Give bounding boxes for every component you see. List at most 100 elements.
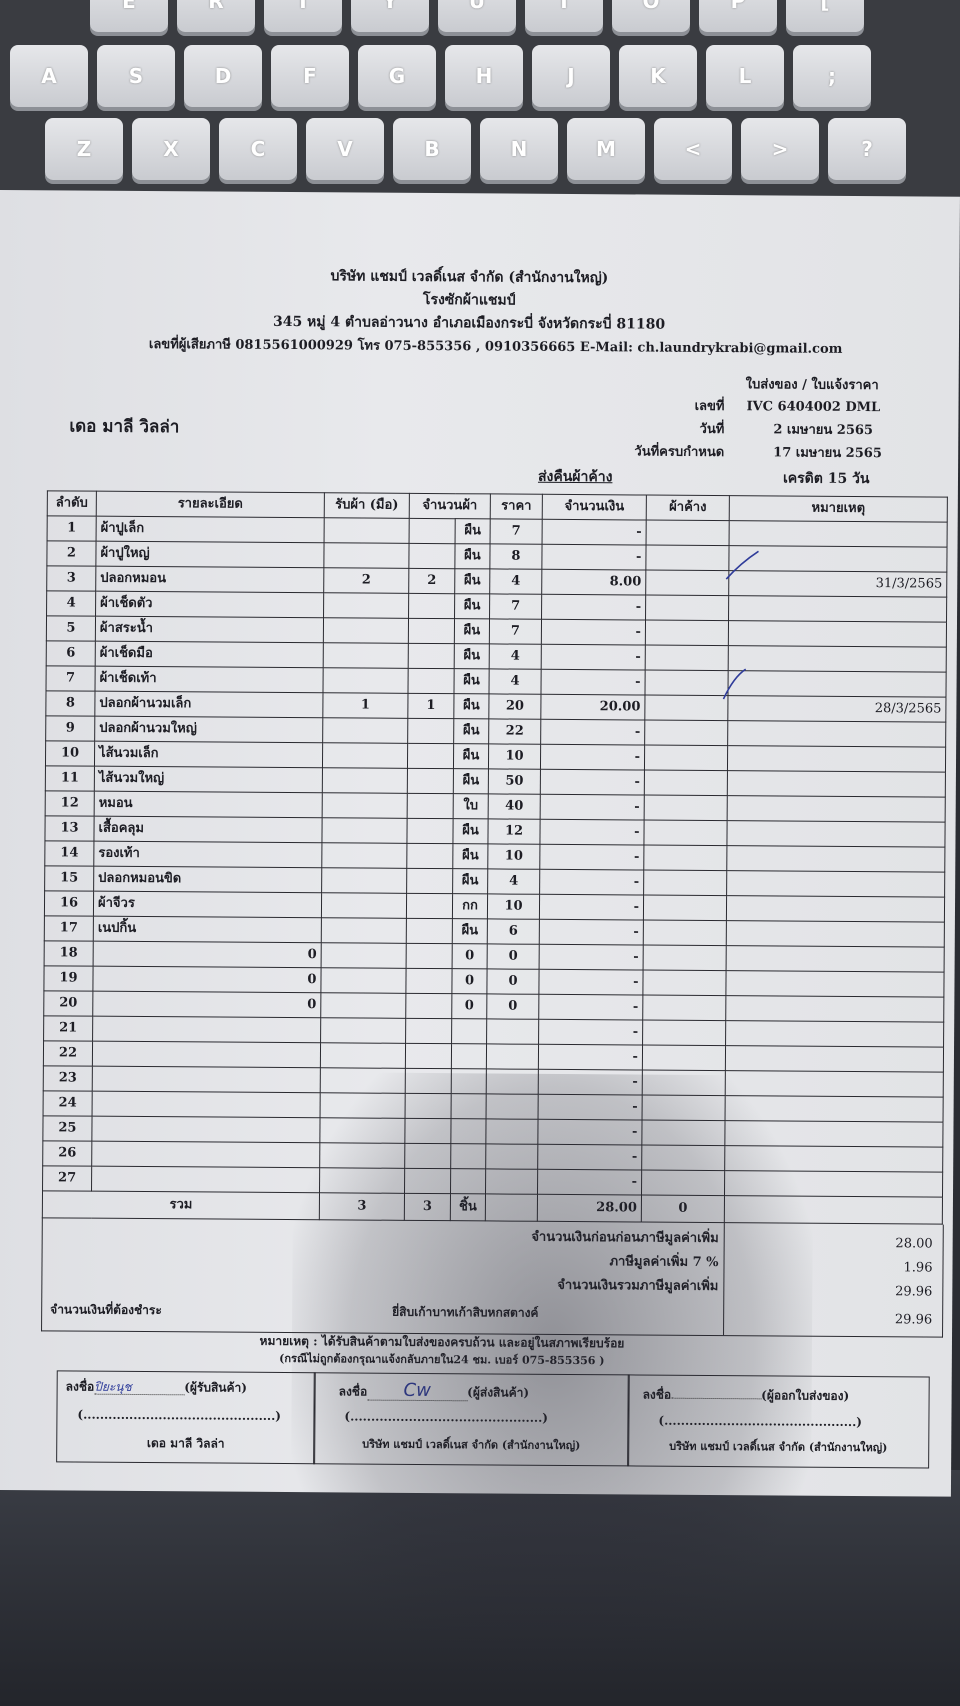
cell-desc: รองเท้า: [93, 841, 322, 868]
cell-no: 11: [45, 765, 95, 792]
cell-price: [486, 1018, 539, 1045]
cell-recv: [320, 1067, 406, 1094]
cell-pending: [643, 820, 728, 846]
cell-no: 27: [42, 1165, 92, 1192]
cell-qty: [405, 968, 453, 994]
subtotal-label: จำนวนเงินก่อนก่อนภาษีมูลค่าเพิ่ม: [531, 1229, 719, 1247]
col-price: ราคา: [490, 493, 543, 520]
cell-desc: [92, 1016, 321, 1043]
cell-qty: [408, 643, 455, 669]
cell-pending: [645, 595, 729, 621]
cell-recv: [323, 592, 409, 619]
document-type: ใบส่งของ / ใบแจ้งราคา: [745, 377, 879, 394]
cell-price: 0: [486, 968, 540, 995]
cell-no: 17: [44, 915, 94, 942]
cell-qty: [405, 1018, 452, 1044]
cell-price: 50: [488, 768, 541, 795]
cell-desc: ไส้นวมใหญ่: [94, 766, 323, 793]
cell-unit: [450, 1143, 486, 1169]
cell-price: 0: [486, 993, 539, 1020]
cell-amount: -: [539, 894, 644, 921]
key-F: F: [271, 45, 349, 107]
receiver-role: (ผู้รับสินค้า): [184, 1380, 248, 1395]
cell-amount: -: [537, 1119, 643, 1146]
cell-qty: [407, 743, 454, 769]
cell-unit: ผืน: [452, 843, 488, 869]
cell-desc: เสื้อคลุม: [93, 816, 323, 843]
amount-due-value: 29.96: [894, 1312, 933, 1328]
cell-pending: [643, 895, 727, 921]
cell-price: 22: [488, 718, 541, 745]
cell-amount: -: [538, 1019, 643, 1046]
cell-amount: -: [538, 1094, 643, 1121]
key-B: B: [393, 118, 471, 180]
col-received: รับผ้า (มือ): [324, 492, 410, 519]
cell-qty: 1: [407, 693, 454, 719]
date-label: วันที่: [699, 421, 725, 438]
cell-qty: [406, 893, 453, 919]
cell-recv: [323, 617, 409, 644]
laptop-keyboard: E R T Y U I O P [A S D F G H J K L; Z X C V B N M < >?: [0, 0, 960, 210]
cell-no: 18: [44, 940, 94, 967]
cell-desc: [92, 1091, 321, 1118]
cell-no: 12: [45, 790, 95, 817]
note-line-2: (กรณีไม่ถูกต้องกรุณาแจ้งกลับภายใน24 ชม. …: [279, 1351, 605, 1368]
cell-desc: ผ้าปูเล็ก: [96, 516, 325, 543]
cell-amount: -: [538, 1069, 643, 1096]
total-price-empty: [485, 1193, 538, 1222]
key-A: A: [10, 45, 88, 107]
cell-amount: 20.00: [540, 694, 646, 721]
key-U: U: [438, 0, 516, 32]
vat-label: ภาษีมูลค่าเพิ่ม 7 %: [609, 1254, 719, 1271]
cell-note: [727, 770, 946, 798]
cell-recv: 2: [323, 567, 409, 594]
key-G: G: [358, 45, 436, 107]
cell-price: 4: [489, 568, 542, 595]
cell-price: 40: [488, 793, 541, 820]
cell-note: [725, 970, 945, 998]
cell-unit: [451, 1068, 487, 1094]
key-;: ;: [793, 45, 871, 107]
cell-amount: 8.00: [541, 569, 646, 596]
cell-note: [727, 795, 946, 823]
cell-no: 21: [43, 1015, 93, 1042]
cell-no: 5: [46, 615, 96, 642]
cell-recv: [320, 1092, 406, 1119]
cell-pending: [643, 845, 727, 871]
cell-qty: [408, 593, 455, 619]
total-pending: 0: [641, 1195, 725, 1223]
cell-price: 4: [489, 643, 542, 670]
cell-recv: [319, 1167, 405, 1194]
issuer-org: บริษัท แชมป์ เวลดิ์เนส จำกัด (สำนักงานให…: [669, 1439, 888, 1455]
cell-price: 4: [489, 668, 542, 695]
cell-desc: [92, 1041, 321, 1068]
cell-price: [485, 1168, 538, 1195]
cell-desc: 0: [92, 991, 321, 1018]
cell-no: 9: [45, 715, 95, 742]
cell-amount: -: [538, 1044, 643, 1071]
key-[: [: [786, 0, 864, 32]
receiver-signature: ปิยะนุช: [94, 1379, 185, 1396]
cell-desc: ผ้าเช็ดมือ: [95, 641, 324, 668]
cell-recv: [320, 1017, 406, 1044]
cell-recv: [322, 792, 408, 819]
key-C: C: [219, 118, 297, 180]
cell-recv: [322, 742, 408, 769]
subtotal-value: 28.00: [895, 1236, 933, 1252]
key-P: P: [699, 0, 777, 32]
cell-note: [724, 1120, 944, 1148]
return-pending-label: ส่งคืนผ้าค้าง: [537, 468, 613, 486]
cell-no: 13: [44, 815, 95, 842]
cell-no: 6: [46, 640, 96, 667]
key-K: K: [619, 45, 697, 107]
col-qty: จำนวนผ้า: [409, 493, 491, 519]
cell-note: [724, 1170, 943, 1198]
cell-pending: [642, 1020, 726, 1046]
key-O: O: [612, 0, 690, 32]
cell-note: [725, 1095, 944, 1123]
key-D: D: [184, 45, 262, 107]
sign-label: ลงชื่อ: [338, 1384, 368, 1399]
cell-qty: [404, 1143, 451, 1169]
cell-amount: -: [540, 719, 645, 746]
cell-price: 10: [487, 893, 540, 920]
